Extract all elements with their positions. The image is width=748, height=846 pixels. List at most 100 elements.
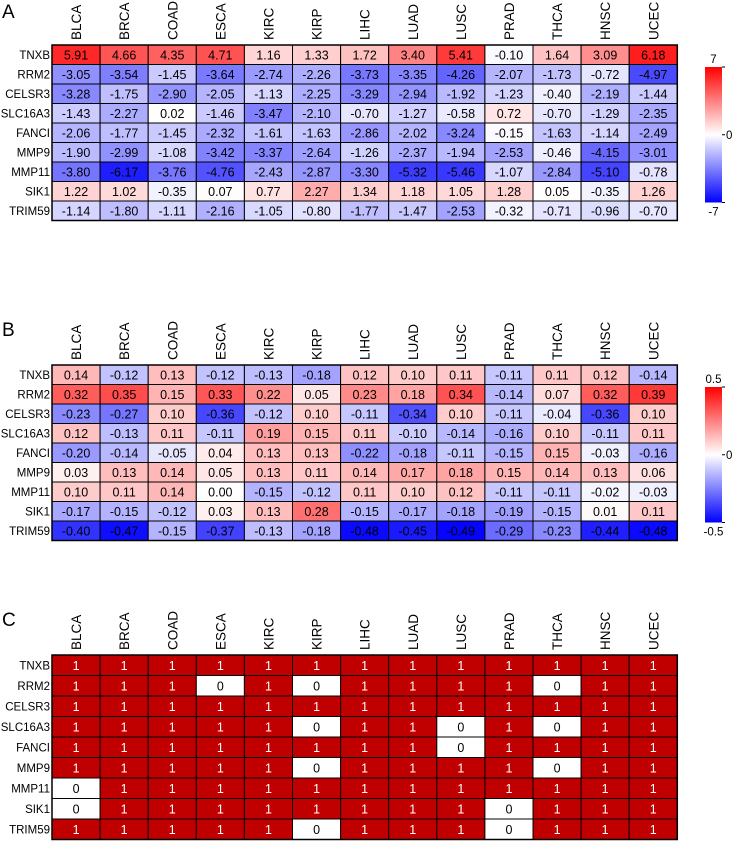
cell-value: 1 [361,659,368,673]
cell-value: 0.72 [497,107,521,121]
legend-tick-label: -7 [708,207,718,219]
cell-value: -3.54 [110,68,139,82]
cell-value: -0.05 [158,446,187,460]
cell-value: 1.64 [545,48,569,62]
cell-value: 0.12 [593,368,617,382]
cell-value: -2.07 [495,68,524,82]
cell-value: -0.18 [399,446,428,460]
cell-value: 0.14 [545,466,569,480]
cell-value: 0 [73,782,80,796]
cell-value: -1.07 [495,165,524,179]
cell-value: 0.05 [304,388,328,402]
cell-value: -0.29 [495,524,524,538]
cell-value: 1 [554,823,561,837]
cell-value: 0.05 [208,466,232,480]
cell-value: -2.25 [302,87,331,101]
column-label: LUSC [454,324,469,360]
cell-value: 0.11 [161,427,184,441]
cell-value: 0.11 [642,427,665,441]
cell-value: 1 [602,720,609,734]
cell-value: -2.90 [158,87,187,101]
cell-value: -0.48 [350,524,379,538]
cell-value: -2.02 [399,126,428,140]
column-label: UCEC [646,611,661,650]
cell-value: 1 [121,720,128,734]
cell-value: -0.13 [110,427,139,441]
cell-value: -0.37 [206,524,235,538]
cell-value: -5.32 [399,165,428,179]
cell-value: 1 [265,782,272,796]
cell-value: 0.13 [256,466,280,480]
cell-value: 0 [554,720,561,734]
cell-value: -2.94 [399,87,428,101]
cell-value: 0.32 [593,388,617,402]
cell-value: 0 [554,761,561,775]
cell-value: 1 [169,802,176,816]
cell-value: 0.13 [112,466,136,480]
cell-value: 0 [73,802,80,816]
cell-value: -1.61 [254,126,283,140]
cell-value: -2.86 [350,126,379,140]
row-label: FANCI [16,448,50,460]
cell-value: 1.72 [352,48,376,62]
column-label: BLCA [69,325,84,360]
cell-value: -2.74 [254,68,283,82]
cell-value: 1 [457,782,464,796]
cell-value: -2.06 [62,126,91,140]
cell-value: 0.10 [545,427,569,441]
column-label: LUSC [454,4,469,40]
cell-value: 3.09 [593,48,617,62]
cell-value: -0.58 [447,107,476,121]
cell-value: -0.12 [110,368,139,382]
cell-value: 0.33 [208,388,232,402]
column-label: HNSC [598,321,613,360]
cell-value: 5.41 [449,48,473,62]
cell-value: 1 [602,782,609,796]
cell-value: 0.14 [352,466,376,480]
column-label: ESCA [213,323,228,360]
cell-value: 1 [121,802,128,816]
cell-value: 0 [313,679,320,693]
row-label: TNXB [19,370,50,382]
cell-value: 0.07 [208,185,232,199]
cell-value: -1.73 [543,68,572,82]
column-label: LUAD [406,614,421,650]
cell-value: 1 [121,679,128,693]
cell-value: -0.23 [62,407,91,421]
cell-value: -0.80 [302,204,331,218]
cell-value: -1.23 [495,87,524,101]
cell-value: -0.02 [591,485,620,499]
cell-value: -1.77 [110,126,139,140]
cell-value: 1 [217,720,224,734]
cell-value: -0.14 [447,427,476,441]
cell-value: 1 [121,782,128,796]
cell-value: 1 [217,659,224,673]
row-label: SIK1 [25,506,50,518]
cell-value: -0.11 [495,485,523,499]
cell-value: 1 [602,741,609,755]
cell-value: -0.15 [543,505,572,519]
column-label: BRCA [117,2,132,40]
cell-value: 1 [554,700,561,714]
row-label: RRM2 [17,681,50,693]
cell-value: -1.29 [591,107,620,121]
cell-value: 1 [169,761,176,775]
cell-value: 1 [602,659,609,673]
cell-value: 0.05 [545,185,569,199]
cell-value: -1.14 [62,204,91,218]
cell-value: 1 [169,700,176,714]
cell-value: -0.34 [399,407,428,421]
cell-value: 1 [505,782,512,796]
cell-value: -0.48 [639,524,668,538]
cell-value: 1 [505,679,512,693]
cell-value: -0.11 [495,407,523,421]
cell-value: -1.46 [206,107,235,121]
cell-value: 1 [361,700,368,714]
cell-value: 1 [409,761,416,775]
column-label: COAD [165,321,180,360]
legend-tick-label: 0 [726,450,732,462]
cell-value: 0.32 [64,388,88,402]
column-label: KIRC [261,327,276,360]
cell-value: 1 [602,700,609,714]
cell-value: 1 [554,659,561,673]
